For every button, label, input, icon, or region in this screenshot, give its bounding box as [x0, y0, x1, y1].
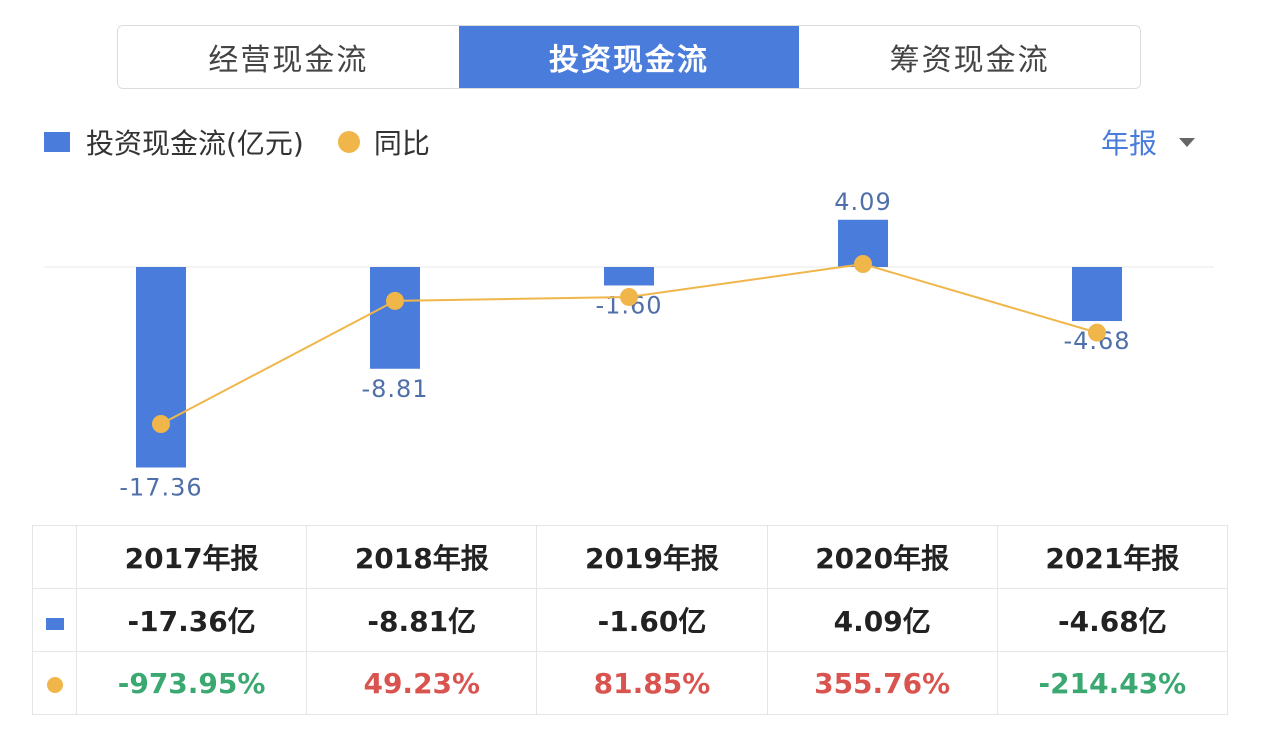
table-header-cell: 2017年报	[75, 525, 308, 589]
caret-down-icon	[1179, 137, 1195, 147]
table-cell: 4.09亿	[766, 588, 998, 652]
table-corner-cell	[32, 525, 77, 589]
chart-legend: 投资现金流(亿元) 同比	[44, 120, 430, 164]
table-cell: -4.68亿	[996, 588, 1229, 652]
tab-financing-cashflow[interactable]: 筹资现金流	[799, 26, 1140, 88]
legend-bar-label: 投资现金流(亿元)	[86, 127, 304, 160]
table-row-yoy: -973.95% 49.23% 81.85% 355.76% -214.43%	[32, 651, 1229, 715]
bar-2018年报	[370, 267, 420, 369]
table-header-cell: 2018年报	[306, 525, 538, 589]
table-cell: -17.36亿	[75, 588, 308, 652]
table-header-cell: 2021年报	[996, 525, 1229, 589]
table-header-cell: 2020年报	[766, 525, 998, 589]
yoy-point	[620, 287, 638, 306]
row-marker-cell	[32, 651, 77, 715]
table-cell: 49.23%	[306, 651, 538, 715]
legend-bar-swatch	[44, 132, 70, 152]
table-cell: -973.95%	[75, 651, 308, 715]
data-table: 2017年报 2018年报 2019年报 2020年报 2021年报 -17.3…	[32, 525, 1229, 715]
table-header-cell: 2019年报	[536, 525, 768, 589]
table-cell: -214.43%	[996, 651, 1229, 715]
yoy-point	[854, 255, 872, 273]
legend-line-swatch	[337, 131, 360, 153]
table-cell: 355.76%	[766, 651, 998, 715]
table-cell: -8.81亿	[306, 588, 538, 652]
bar-2019年报	[604, 267, 654, 286]
bar-value-label: -17.36	[119, 474, 202, 502]
legend-line-label: 同比	[373, 127, 430, 160]
period-label: 年报	[1100, 127, 1157, 160]
bar-2017年报	[136, 267, 186, 468]
bar-series-marker	[45, 617, 64, 630]
table-cell: 81.85%	[536, 651, 768, 715]
cashflow-chart: -17.36-8.81-1.604.09-4.68	[44, 188, 1214, 502]
yoy-point	[152, 415, 170, 433]
bar-value-label: -8.81	[361, 375, 428, 403]
tab-operating-cashflow[interactable]: 经营现金流	[118, 26, 459, 88]
bar-value-label: 4.09	[834, 188, 891, 216]
cashflow-tabs: 经营现金流 投资现金流 筹资现金流	[117, 25, 1141, 89]
yoy-point	[386, 291, 404, 310]
bar-2021年报	[1072, 267, 1122, 322]
tab-investing-cashflow[interactable]: 投资现金流	[458, 26, 800, 88]
table-cell: -1.60亿	[536, 588, 768, 652]
table-header-row: 2017年报 2018年报 2019年报 2020年报 2021年报	[32, 525, 1229, 589]
line-series-marker	[46, 676, 63, 693]
period-selector[interactable]: 年报	[1101, 120, 1195, 164]
yoy-point	[1088, 323, 1106, 342]
table-row-values: -17.36亿 -8.81亿 -1.60亿 4.09亿 -4.68亿	[32, 588, 1229, 652]
row-marker-cell	[32, 588, 77, 652]
